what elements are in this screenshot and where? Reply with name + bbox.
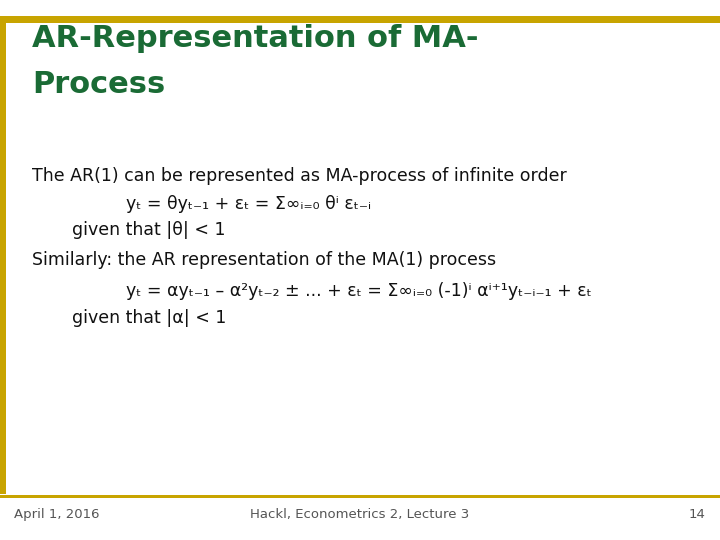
Text: yₜ = αyₜ₋₁ – α²yₜ₋₂ ± ... + εₜ = Σ∞ᵢ₌₀ (-1)ⁱ αⁱ⁺¹yₜ₋ᵢ₋₁ + εₜ: yₜ = αyₜ₋₁ – α²yₜ₋₂ ± ... + εₜ = Σ∞ᵢ₌₀ (…	[126, 282, 592, 300]
Text: Process: Process	[32, 70, 166, 99]
Bar	[0, 495, 720, 498]
Text: given that |α| < 1: given that |α| < 1	[72, 309, 226, 327]
Bar	[0, 16, 720, 23]
Text: April 1, 2016: April 1, 2016	[14, 508, 100, 521]
Text: Similarly: the AR representation of the MA(1) process: Similarly: the AR representation of the …	[32, 251, 497, 269]
Text: yₜ = θyₜ₋₁ + εₜ = Σ∞ᵢ₌₀ θⁱ εₜ₋ᵢ: yₜ = θyₜ₋₁ + εₜ = Σ∞ᵢ₌₀ θⁱ εₜ₋ᵢ	[126, 195, 371, 213]
Bar	[0, 23, 6, 494]
Text: Hackl, Econometrics 2, Lecture 3: Hackl, Econometrics 2, Lecture 3	[251, 508, 469, 521]
Text: AR-Representation of MA-: AR-Representation of MA-	[32, 24, 479, 53]
Text: The AR(1) can be represented as MA-process of infinite order: The AR(1) can be represented as MA-proce…	[32, 167, 567, 185]
Text: given that |θ| < 1: given that |θ| < 1	[72, 221, 225, 239]
Text: 14: 14	[689, 508, 706, 521]
